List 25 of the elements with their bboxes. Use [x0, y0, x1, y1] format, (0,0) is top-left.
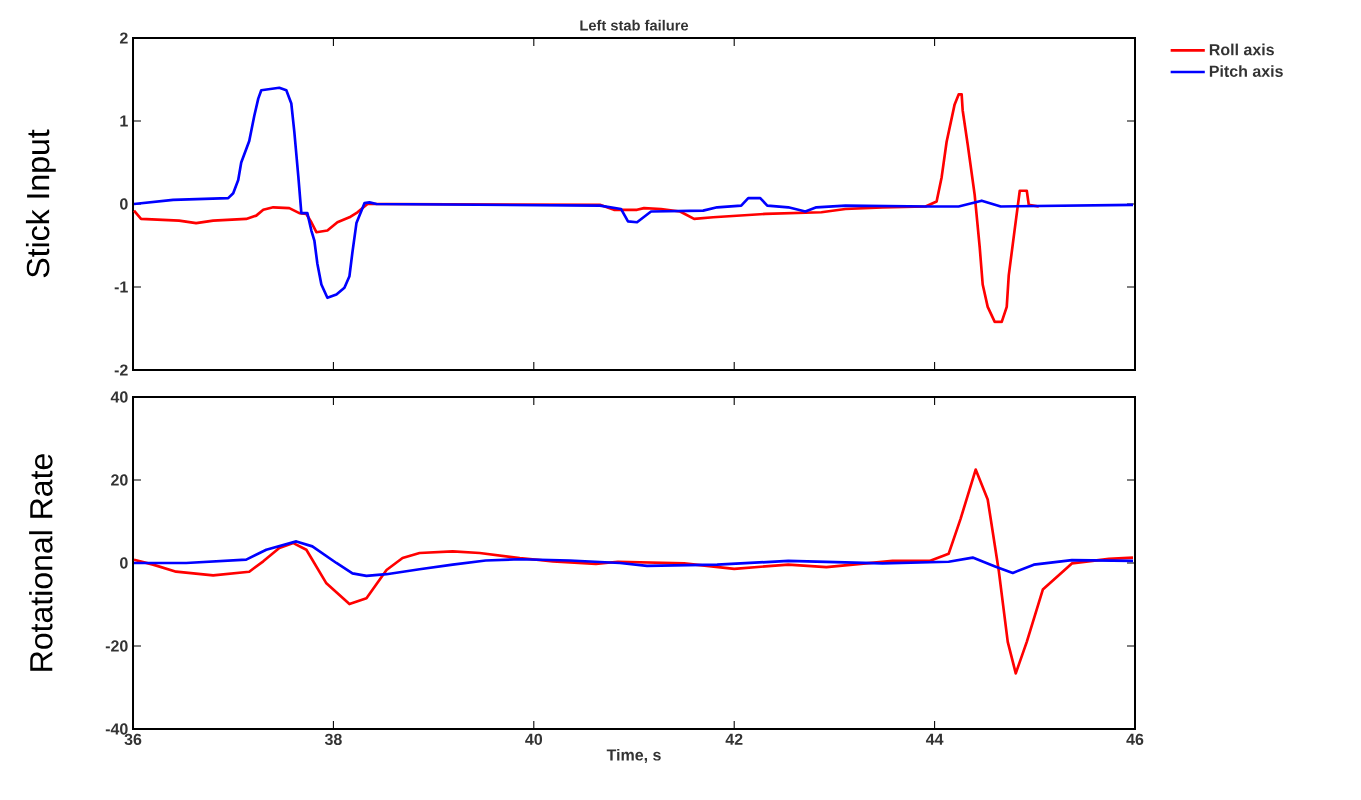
x-tick-label: 40: [525, 733, 543, 746]
y-tick-label: 40: [110, 391, 128, 403]
x-tick-label: 44: [925, 733, 944, 745]
y-tick-label: 0: [120, 198, 128, 210]
x-tick-label: 46: [1126, 733, 1144, 746]
y-axis-title: Stick Input: [25, 129, 56, 278]
legend-label: Roll axis: [1209, 43, 1274, 56]
x-axis-title: Time, s: [606, 748, 661, 763]
legend-label: Pitch axis: [1209, 65, 1283, 77]
y-tick-label: 0: [120, 557, 128, 569]
y-tick-label: -40: [105, 723, 128, 735]
x-tick-label: 36: [124, 733, 142, 746]
y-tick-label: 2: [119, 32, 128, 44]
y-tick-label: -2: [114, 364, 128, 376]
line-series: [133, 540, 1135, 578]
line-series: [133, 468, 1135, 675]
x-tick-label: 42: [725, 733, 743, 745]
y-tick-label: -20: [105, 640, 128, 652]
y-axis-title: Rotational Rate: [29, 454, 53, 671]
y-tick-label: -1: [114, 281, 128, 293]
chart-title: Left stab failure: [580, 19, 689, 31]
y-tick-label: 1: [120, 115, 128, 127]
y-tick-label: 20: [111, 474, 128, 486]
line-series: [133, 86, 1135, 300]
x-tick-label: 38: [324, 733, 342, 746]
